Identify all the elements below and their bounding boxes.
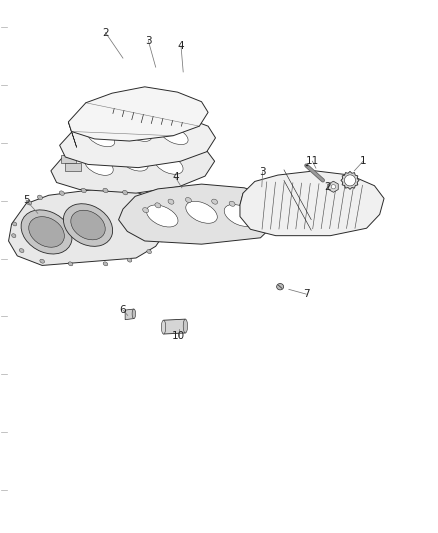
Ellipse shape — [27, 200, 32, 205]
Ellipse shape — [156, 203, 161, 207]
Polygon shape — [9, 189, 170, 265]
Ellipse shape — [168, 199, 174, 204]
Ellipse shape — [161, 320, 166, 334]
Text: 3: 3 — [145, 36, 152, 45]
Ellipse shape — [120, 151, 148, 171]
Text: 4: 4 — [178, 41, 184, 51]
Ellipse shape — [229, 201, 235, 206]
Ellipse shape — [103, 188, 108, 193]
Ellipse shape — [185, 198, 191, 203]
Polygon shape — [240, 193, 247, 220]
Polygon shape — [163, 319, 185, 334]
Ellipse shape — [224, 205, 256, 227]
Polygon shape — [60, 111, 215, 167]
Ellipse shape — [124, 124, 152, 141]
Ellipse shape — [344, 175, 356, 186]
Text: 1: 1 — [360, 156, 367, 166]
Text: 3: 3 — [259, 167, 266, 177]
Ellipse shape — [13, 222, 17, 226]
Ellipse shape — [123, 190, 128, 195]
Ellipse shape — [143, 207, 148, 213]
Ellipse shape — [85, 156, 113, 175]
Ellipse shape — [37, 195, 42, 200]
Polygon shape — [240, 171, 384, 236]
Polygon shape — [65, 163, 81, 171]
Ellipse shape — [331, 184, 336, 189]
Text: 6: 6 — [120, 305, 126, 315]
Ellipse shape — [64, 204, 113, 246]
Ellipse shape — [277, 284, 284, 290]
Text: 4: 4 — [172, 172, 179, 182]
Text: 2: 2 — [324, 182, 331, 192]
Ellipse shape — [155, 155, 183, 174]
Ellipse shape — [29, 216, 64, 247]
Ellipse shape — [142, 195, 147, 200]
Polygon shape — [341, 172, 359, 189]
Polygon shape — [60, 155, 76, 164]
Ellipse shape — [127, 258, 132, 262]
Ellipse shape — [147, 249, 152, 254]
Ellipse shape — [249, 206, 255, 212]
Text: 11: 11 — [306, 156, 319, 166]
Ellipse shape — [103, 262, 108, 266]
Ellipse shape — [183, 319, 187, 333]
Ellipse shape — [262, 213, 268, 218]
Ellipse shape — [68, 262, 73, 266]
Text: 7: 7 — [303, 289, 310, 299]
Polygon shape — [51, 135, 215, 193]
Polygon shape — [68, 87, 208, 141]
Ellipse shape — [161, 127, 188, 144]
Polygon shape — [68, 122, 77, 148]
Ellipse shape — [40, 259, 45, 263]
Ellipse shape — [81, 188, 86, 193]
Text: 2: 2 — [102, 28, 109, 38]
Polygon shape — [125, 309, 134, 320]
Ellipse shape — [12, 233, 16, 238]
Ellipse shape — [59, 191, 64, 196]
Text: 5: 5 — [23, 195, 29, 205]
Polygon shape — [119, 184, 278, 244]
Ellipse shape — [212, 199, 218, 204]
Ellipse shape — [71, 210, 105, 240]
Ellipse shape — [186, 201, 217, 223]
Ellipse shape — [132, 309, 136, 319]
Text: 10: 10 — [172, 330, 185, 341]
Ellipse shape — [159, 238, 164, 242]
Ellipse shape — [155, 203, 161, 208]
Ellipse shape — [146, 205, 178, 227]
Ellipse shape — [19, 248, 24, 253]
Ellipse shape — [88, 129, 115, 147]
Polygon shape — [328, 181, 338, 192]
Ellipse shape — [21, 210, 72, 254]
